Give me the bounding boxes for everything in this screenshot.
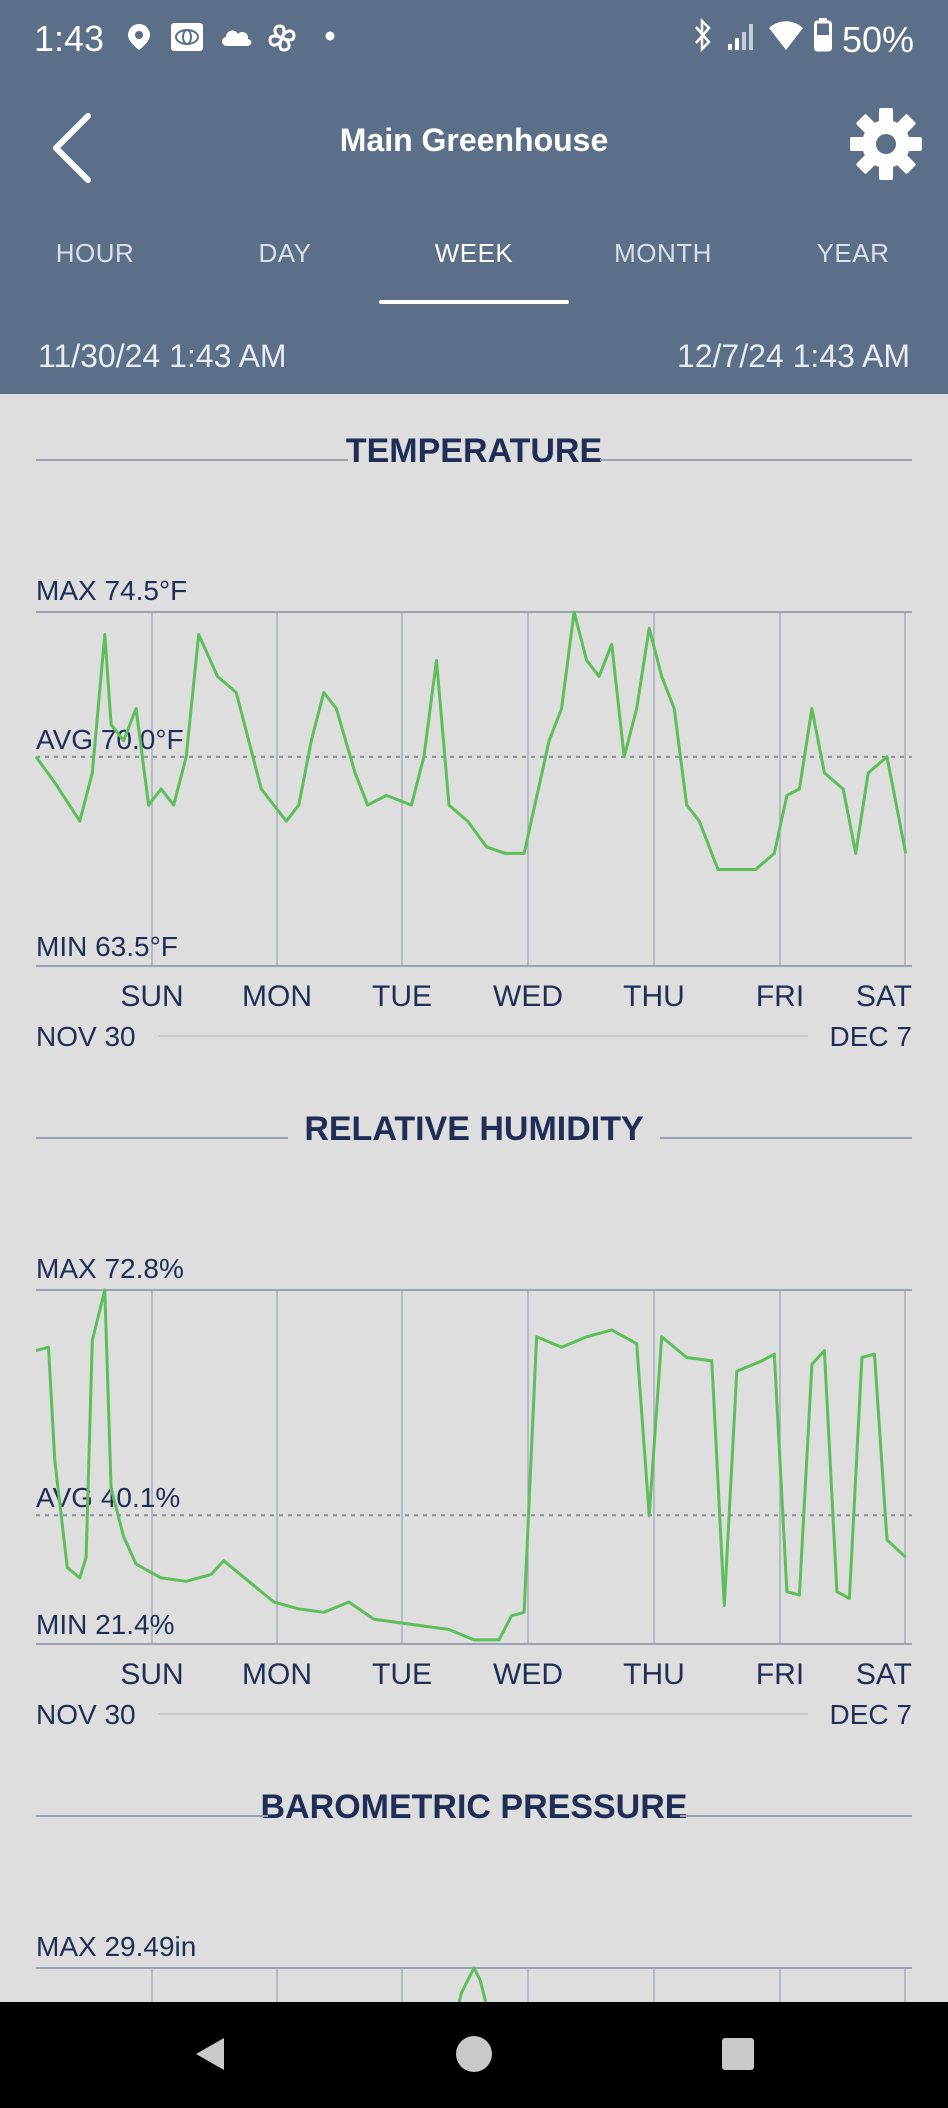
status-time: 1:43 — [34, 18, 105, 59]
header: Main Greenhouse HOUR DAY WEEK MONTH YEAR… — [0, 80, 948, 394]
temperature-avg-label: AVG 70.0°F — [36, 724, 184, 755]
nav-home-icon[interactable] — [454, 2034, 494, 2074]
barometric-pressure-title: BAROMETRIC PRESSURE — [261, 1788, 688, 1826]
time-range-tabs: HOUR DAY WEEK MONTH YEAR — [0, 230, 948, 304]
battery-icon — [813, 18, 832, 61]
tab-hour[interactable]: HOUR — [55, 238, 135, 268]
relative-humidity-day-label-wed: WED — [493, 1658, 563, 1691]
signal-icon — [726, 19, 758, 61]
relative-humidity-day-label-tue: TUE — [372, 1658, 432, 1691]
temperature-max-label: MAX 74.5°F — [36, 575, 187, 606]
temperature-min-label: MIN 63.5°F — [36, 931, 178, 962]
tab-month[interactable]: MONTH — [614, 238, 712, 268]
dot-icon — [324, 30, 336, 42]
active-tab-indicator — [379, 300, 569, 304]
relative-humidity-day-label-fri: FRI — [756, 1658, 804, 1691]
cloud-icon — [218, 22, 254, 52]
temperature-day-label-sun: SUN — [120, 980, 183, 1013]
temperature-title: TEMPERATURE — [346, 432, 602, 470]
bluetooth-icon — [690, 17, 716, 61]
relative-humidity-day-label-sun: SUN — [120, 1658, 183, 1691]
page-title: Main Greenhouse — [339, 122, 609, 158]
charts-area: TEMPERATURE MAX 74.5°F AVG 70.0°F MIN 63.5°… — [34, 432, 912, 2002]
relative-humidity-max-label: MAX 72.8% — [36, 1253, 184, 1284]
nav-recents-icon[interactable] — [718, 2034, 758, 2074]
relative-humidity-range-start: NOV 30 — [36, 1699, 136, 1730]
temperature-range-end: DEC 7 — [830, 1021, 912, 1052]
location-icon — [124, 22, 154, 52]
status-bar: 1:43 50% — [0, 0, 948, 80]
relative-humidity-title: RELATIVE HUMIDITY — [304, 1110, 644, 1148]
gear-icon[interactable] — [848, 106, 924, 182]
nav-back-icon[interactable] — [190, 2034, 230, 2074]
temperature-series-line — [34, 610, 908, 871]
temperature-day-label-sat: SAT — [856, 980, 912, 1013]
barometric-pressure-series-line — [457, 1966, 488, 2002]
fan-icon — [266, 22, 298, 54]
battery-percent: 50% — [841, 18, 914, 60]
relative-humidity-range-end: DEC 7 — [830, 1699, 912, 1730]
tab-week[interactable]: WEEK — [434, 238, 514, 268]
wifi-icon — [768, 19, 804, 61]
temperature-day-label-thu: THU — [623, 980, 685, 1013]
range-start-date: 11/30/24 1:43 AM — [38, 338, 287, 374]
system-nav-bar — [0, 2002, 948, 2108]
tab-year[interactable]: YEAR — [816, 238, 890, 268]
temperature-day-label-fri: FRI — [756, 980, 804, 1013]
relative-humidity-day-label-mon: MON — [242, 1658, 312, 1691]
range-end-date: 12/7/24 1:43 AM — [676, 338, 910, 374]
temperature-day-label-tue: TUE — [372, 980, 432, 1013]
toyota-icon — [170, 22, 204, 52]
relative-humidity-day-label-thu: THU — [623, 1658, 685, 1691]
back-arrow-icon[interactable] — [46, 108, 102, 188]
relative-humidity-day-label-sat: SAT — [856, 1658, 912, 1691]
temperature-range-start: NOV 30 — [36, 1021, 136, 1052]
relative-humidity-series-line — [35, 1288, 907, 1642]
temperature-day-label-wed: WED — [493, 980, 563, 1013]
barometric-pressure-max-label: MAX 29.49in — [36, 1931, 196, 1962]
tab-day[interactable]: DAY — [258, 238, 312, 268]
relative-humidity-min-label: MIN 21.4% — [36, 1609, 175, 1640]
temperature-day-label-mon: MON — [242, 980, 312, 1013]
